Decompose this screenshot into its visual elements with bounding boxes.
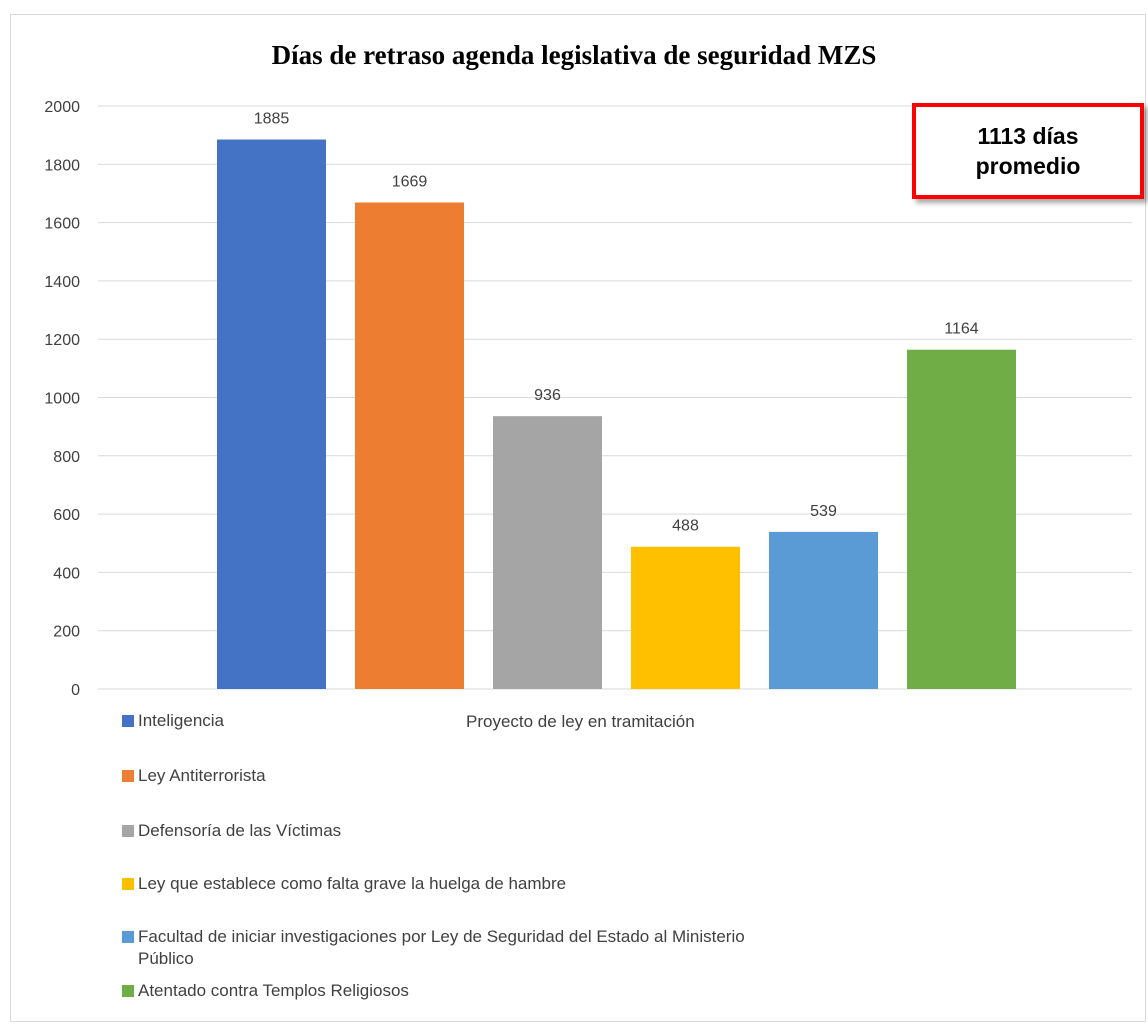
data-label-6: 1164 [944,321,979,338]
legend-item: Atentado contra Templos Religiosos [122,980,798,1002]
legend-item: Facultad de iniciar investigaciones por … [122,926,798,970]
legend-item: Ley Antiterrorista [122,765,798,787]
data-label-2: 1669 [392,173,428,190]
legend-label: Ley Antiterrorista [138,766,266,785]
average-callout-text: 1113 días promedio [975,123,1081,179]
legend-item: Ley que establece como falta grave la hu… [122,873,798,895]
legend-swatch [122,878,134,890]
y-tick-label: 200 [53,624,80,641]
data-labels: 1885 1669 936 488 539 1164 [254,111,979,535]
bar-2 [355,202,464,689]
legend-item: Inteligencia [122,710,798,732]
y-axis-ticks: 0 200 400 600 800 1000 1200 1400 1600 1800 2000 [44,99,80,699]
legend-swatch [122,770,134,782]
bar-3 [493,416,602,689]
bar-5 [769,531,878,689]
legend-label: Facultad de iniciar investigaciones por … [138,927,745,968]
average-callout: 1113 días promedio [912,103,1144,199]
bar-1 [217,139,326,689]
chart-title: Días de retraso agenda legislativa de se… [271,40,877,70]
y-tick-label: 0 [71,682,80,699]
legend-label: Ley que establece como falta grave la hu… [138,874,567,893]
y-tick-label: 1400 [44,274,80,291]
y-tick-label: 1000 [44,391,80,408]
y-tick-label: 1800 [44,157,80,174]
y-tick-label: 1200 [44,332,80,349]
y-tick-label: 1600 [44,216,80,233]
legend-swatch [122,931,134,943]
y-tick-label: 2000 [44,99,80,116]
legend-label: Inteligencia [138,711,225,730]
data-label-1: 1885 [254,111,290,128]
legend-swatch [122,825,134,837]
legend-label: Atentado contra Templos Religiosos [138,981,409,1000]
bar-6 [907,349,1016,689]
x-axis-label: Proyecto de ley en tramitación [466,712,695,731]
legend-label: Defensoría de las Víctimas [138,821,342,840]
bar-4 [631,546,740,689]
data-label-5: 539 [810,503,837,520]
data-label-4: 488 [672,518,699,535]
legend-swatch [122,985,134,997]
data-label-3: 936 [534,387,561,404]
y-tick-label: 400 [53,565,80,582]
y-tick-label: 600 [53,507,80,524]
legend-item: Defensoría de las Víctimas [122,820,798,842]
y-tick-label: 800 [53,449,80,466]
legend-swatch [122,715,134,727]
bars [217,139,1016,689]
